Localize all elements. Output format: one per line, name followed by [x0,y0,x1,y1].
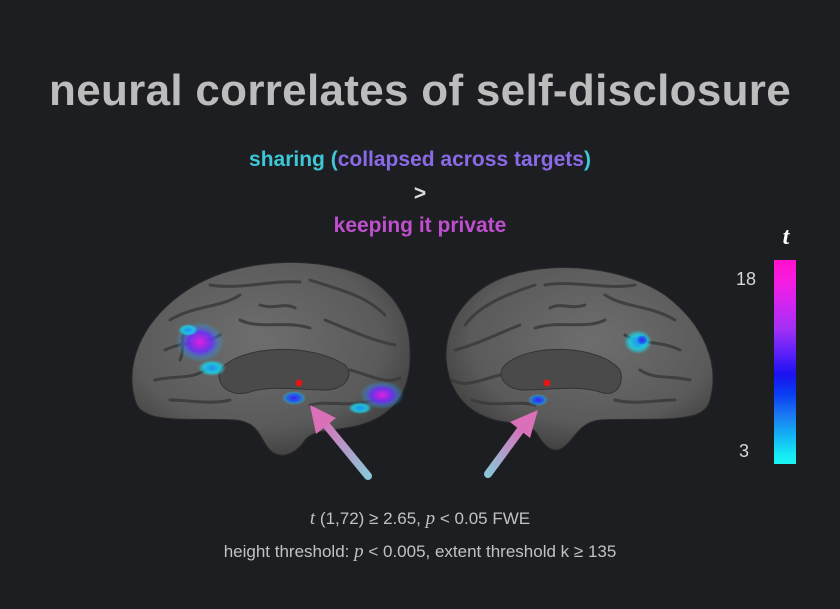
statistics-height-extent-line: height threshold: p < 0.005, extent thre… [0,541,840,563]
left-activation-pcc [360,381,404,409]
right-hemisphere [445,267,714,478]
left-red-marker [295,379,303,387]
t-symbol: t [309,508,316,529]
right-red-marker [543,379,551,387]
colorbar [774,260,796,464]
brain-activation-figure [131,261,714,480]
left-hemisphere [131,261,411,480]
right-medial-wall [500,349,622,394]
sharing-label: sharing ( [249,148,338,171]
sharing-paren-close: ) [583,148,591,171]
height-threshold-prefix: height threshold: [223,542,355,561]
contrast-condition-sharing: sharing (collapsed across targets) [0,148,840,172]
df-threshold: (1,72) ≥ 2.65, [315,509,426,528]
extent-threshold-text: < 0.005, extent threshold k ≥ 135 [363,542,617,561]
colorbar-min-label: 3 [738,441,749,461]
left-arrow [310,405,372,480]
colorbar-max-label: 18 [735,269,756,289]
p-symbol: p [425,508,436,529]
statistics-threshold-line: t (1,72) ≥ 2.65, p < 0.05 FWE [0,508,840,530]
right-activation-vs [528,394,548,406]
colorbar-symbol: t [782,224,790,250]
left-activation-mpfc-lower [198,360,226,376]
contrast-condition-private: keeping it private [333,214,507,237]
right-activation-mpfc-core [635,334,649,346]
left-activation-precuneus [348,402,372,414]
p-symbol-2: p [354,541,364,562]
left-activation-vs [282,391,306,405]
collapsed-across-targets-label: collapsed across targets [337,148,584,171]
right-arrow [484,410,538,478]
contrast-operator: > [413,182,427,205]
left-medial-wall [218,349,350,394]
p-threshold: < 0.05 FWE [435,509,531,528]
slide-title: neural correlates of self-disclosure [49,66,791,115]
left-activation-vmpfc [178,324,198,336]
